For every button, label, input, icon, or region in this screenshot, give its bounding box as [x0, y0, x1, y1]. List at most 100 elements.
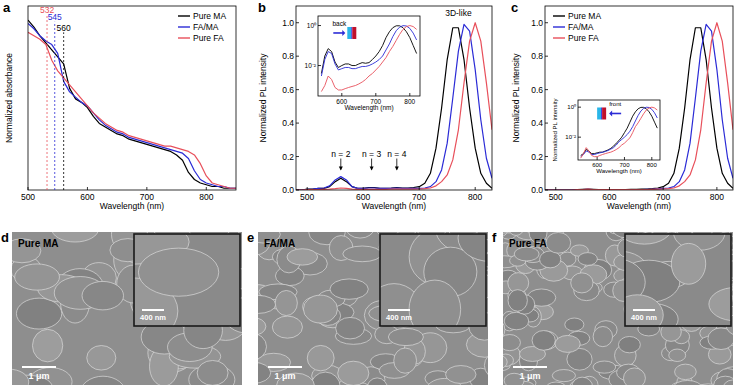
annotation: back — [332, 20, 346, 27]
annotation: 3D-like — [445, 8, 472, 18]
panel-label: e — [247, 230, 254, 245]
grain — [625, 295, 663, 326]
grain — [87, 346, 116, 371]
grain — [571, 273, 593, 293]
series-group — [321, 26, 416, 92]
grain — [409, 280, 461, 326]
grain — [12, 369, 29, 385]
scale-label: 1 μm — [28, 371, 49, 381]
x-tick-label: 700 — [619, 162, 630, 168]
grain — [504, 312, 528, 329]
legend-entry: Pure MA — [568, 11, 601, 21]
y-tick-label: 1.0 — [282, 18, 294, 28]
annotation: n = 3 — [362, 149, 381, 159]
legend-entry: Pure FA — [193, 33, 224, 43]
grain — [258, 317, 266, 335]
y-tick — [545, 89, 548, 90]
grain — [673, 380, 701, 385]
icon-arrow — [333, 32, 343, 34]
grain — [388, 328, 423, 345]
y-tick — [545, 123, 548, 124]
x-axis-label: Wavelength (nm) — [100, 201, 165, 211]
x-tick — [597, 157, 598, 160]
icon-layer — [352, 27, 356, 39]
inset-scale-bar — [142, 309, 164, 311]
grain — [671, 243, 705, 284]
grain — [723, 380, 733, 385]
grain — [258, 295, 276, 313]
micrograph-inset — [625, 234, 731, 326]
grain — [366, 378, 388, 385]
icon-layer — [601, 107, 602, 119]
grain — [275, 290, 297, 315]
grain — [80, 376, 127, 385]
y-axis-label: Normalized absorbance — [4, 53, 14, 143]
x-tick — [87, 187, 88, 190]
grain — [625, 234, 673, 244]
y-tick — [578, 107, 581, 108]
y-tick-label: 0.0 — [531, 185, 543, 195]
sample-label: Pure FA — [509, 238, 547, 249]
y-tick-label: 0.4 — [531, 118, 543, 128]
inset-frame — [380, 234, 486, 326]
grain — [503, 319, 505, 340]
grain — [578, 253, 597, 266]
inset-background — [318, 16, 420, 96]
x-tick — [651, 157, 652, 160]
icon-layer — [351, 27, 352, 39]
x-tick-label: 600 — [80, 192, 94, 202]
grain — [503, 355, 507, 370]
grain — [514, 247, 539, 261]
inset-scale-label: 400 nm — [386, 313, 412, 322]
grain — [733, 290, 734, 308]
plot-frame — [545, 6, 733, 190]
plot-frame — [296, 6, 492, 190]
micrograph-background — [503, 232, 733, 385]
x-tick-label: 800 — [710, 192, 724, 202]
grain — [336, 317, 365, 339]
y-tick — [318, 25, 321, 26]
icon-arrow — [611, 113, 621, 115]
x-tick — [146, 187, 147, 190]
legend-entry: Pure FA — [568, 33, 599, 43]
x-tick — [375, 93, 376, 96]
legend-swatch — [553, 26, 565, 27]
y-tick-label: 10⁰ — [567, 103, 576, 110]
y-tick — [296, 22, 299, 23]
y-tick-label: 0.2 — [282, 152, 294, 162]
micrograph-inset — [380, 234, 486, 326]
x-axis-label: Wavelength (nm) — [596, 168, 641, 174]
x-tick — [609, 187, 610, 190]
inset-frame — [625, 234, 731, 326]
inset-scale-label: 400 nm — [631, 313, 657, 322]
annotation-arrowhead — [395, 167, 399, 171]
sample-label: Pure MA — [18, 238, 59, 249]
icon-arrowhead — [609, 110, 612, 116]
grain — [346, 232, 374, 238]
grain — [82, 281, 123, 309]
grain — [197, 360, 228, 385]
grain — [552, 370, 575, 382]
plot-frame — [578, 100, 660, 160]
x-tick — [419, 187, 420, 190]
series-line — [545, 23, 733, 190]
panel-label: a — [3, 0, 11, 15]
grain — [669, 349, 686, 361]
chart: 5006007008000.00.20.40.60.81.0Wavelength… — [511, 0, 733, 211]
y-tick — [296, 190, 299, 191]
y-tick-label: 0.0 — [282, 185, 294, 195]
panel-label: c — [511, 0, 518, 15]
y-tick-label: 10⁻² — [305, 62, 317, 69]
panel-label: d — [1, 230, 9, 245]
grain — [16, 298, 61, 329]
micrograph: 400 nm1 μmPure MAd — [0, 206, 272, 387]
grain — [458, 234, 486, 261]
micrograph-inset — [134, 234, 240, 326]
grain — [555, 335, 580, 352]
inset-frame — [134, 234, 240, 326]
plot-frame — [318, 16, 420, 96]
plot-frame — [28, 6, 236, 190]
y-tick-label: 1.0 — [531, 18, 543, 28]
grain — [287, 249, 318, 265]
x-tick — [206, 187, 207, 190]
